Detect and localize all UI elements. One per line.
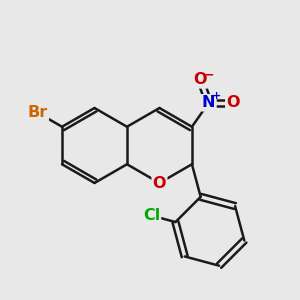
Text: O: O [194,72,207,87]
Text: −: − [203,69,214,82]
Text: Cl: Cl [143,208,160,223]
Text: +: + [212,91,221,101]
Text: N: N [202,95,215,110]
Text: O: O [226,95,240,110]
Text: O: O [153,176,166,190]
Text: Br: Br [28,105,48,120]
